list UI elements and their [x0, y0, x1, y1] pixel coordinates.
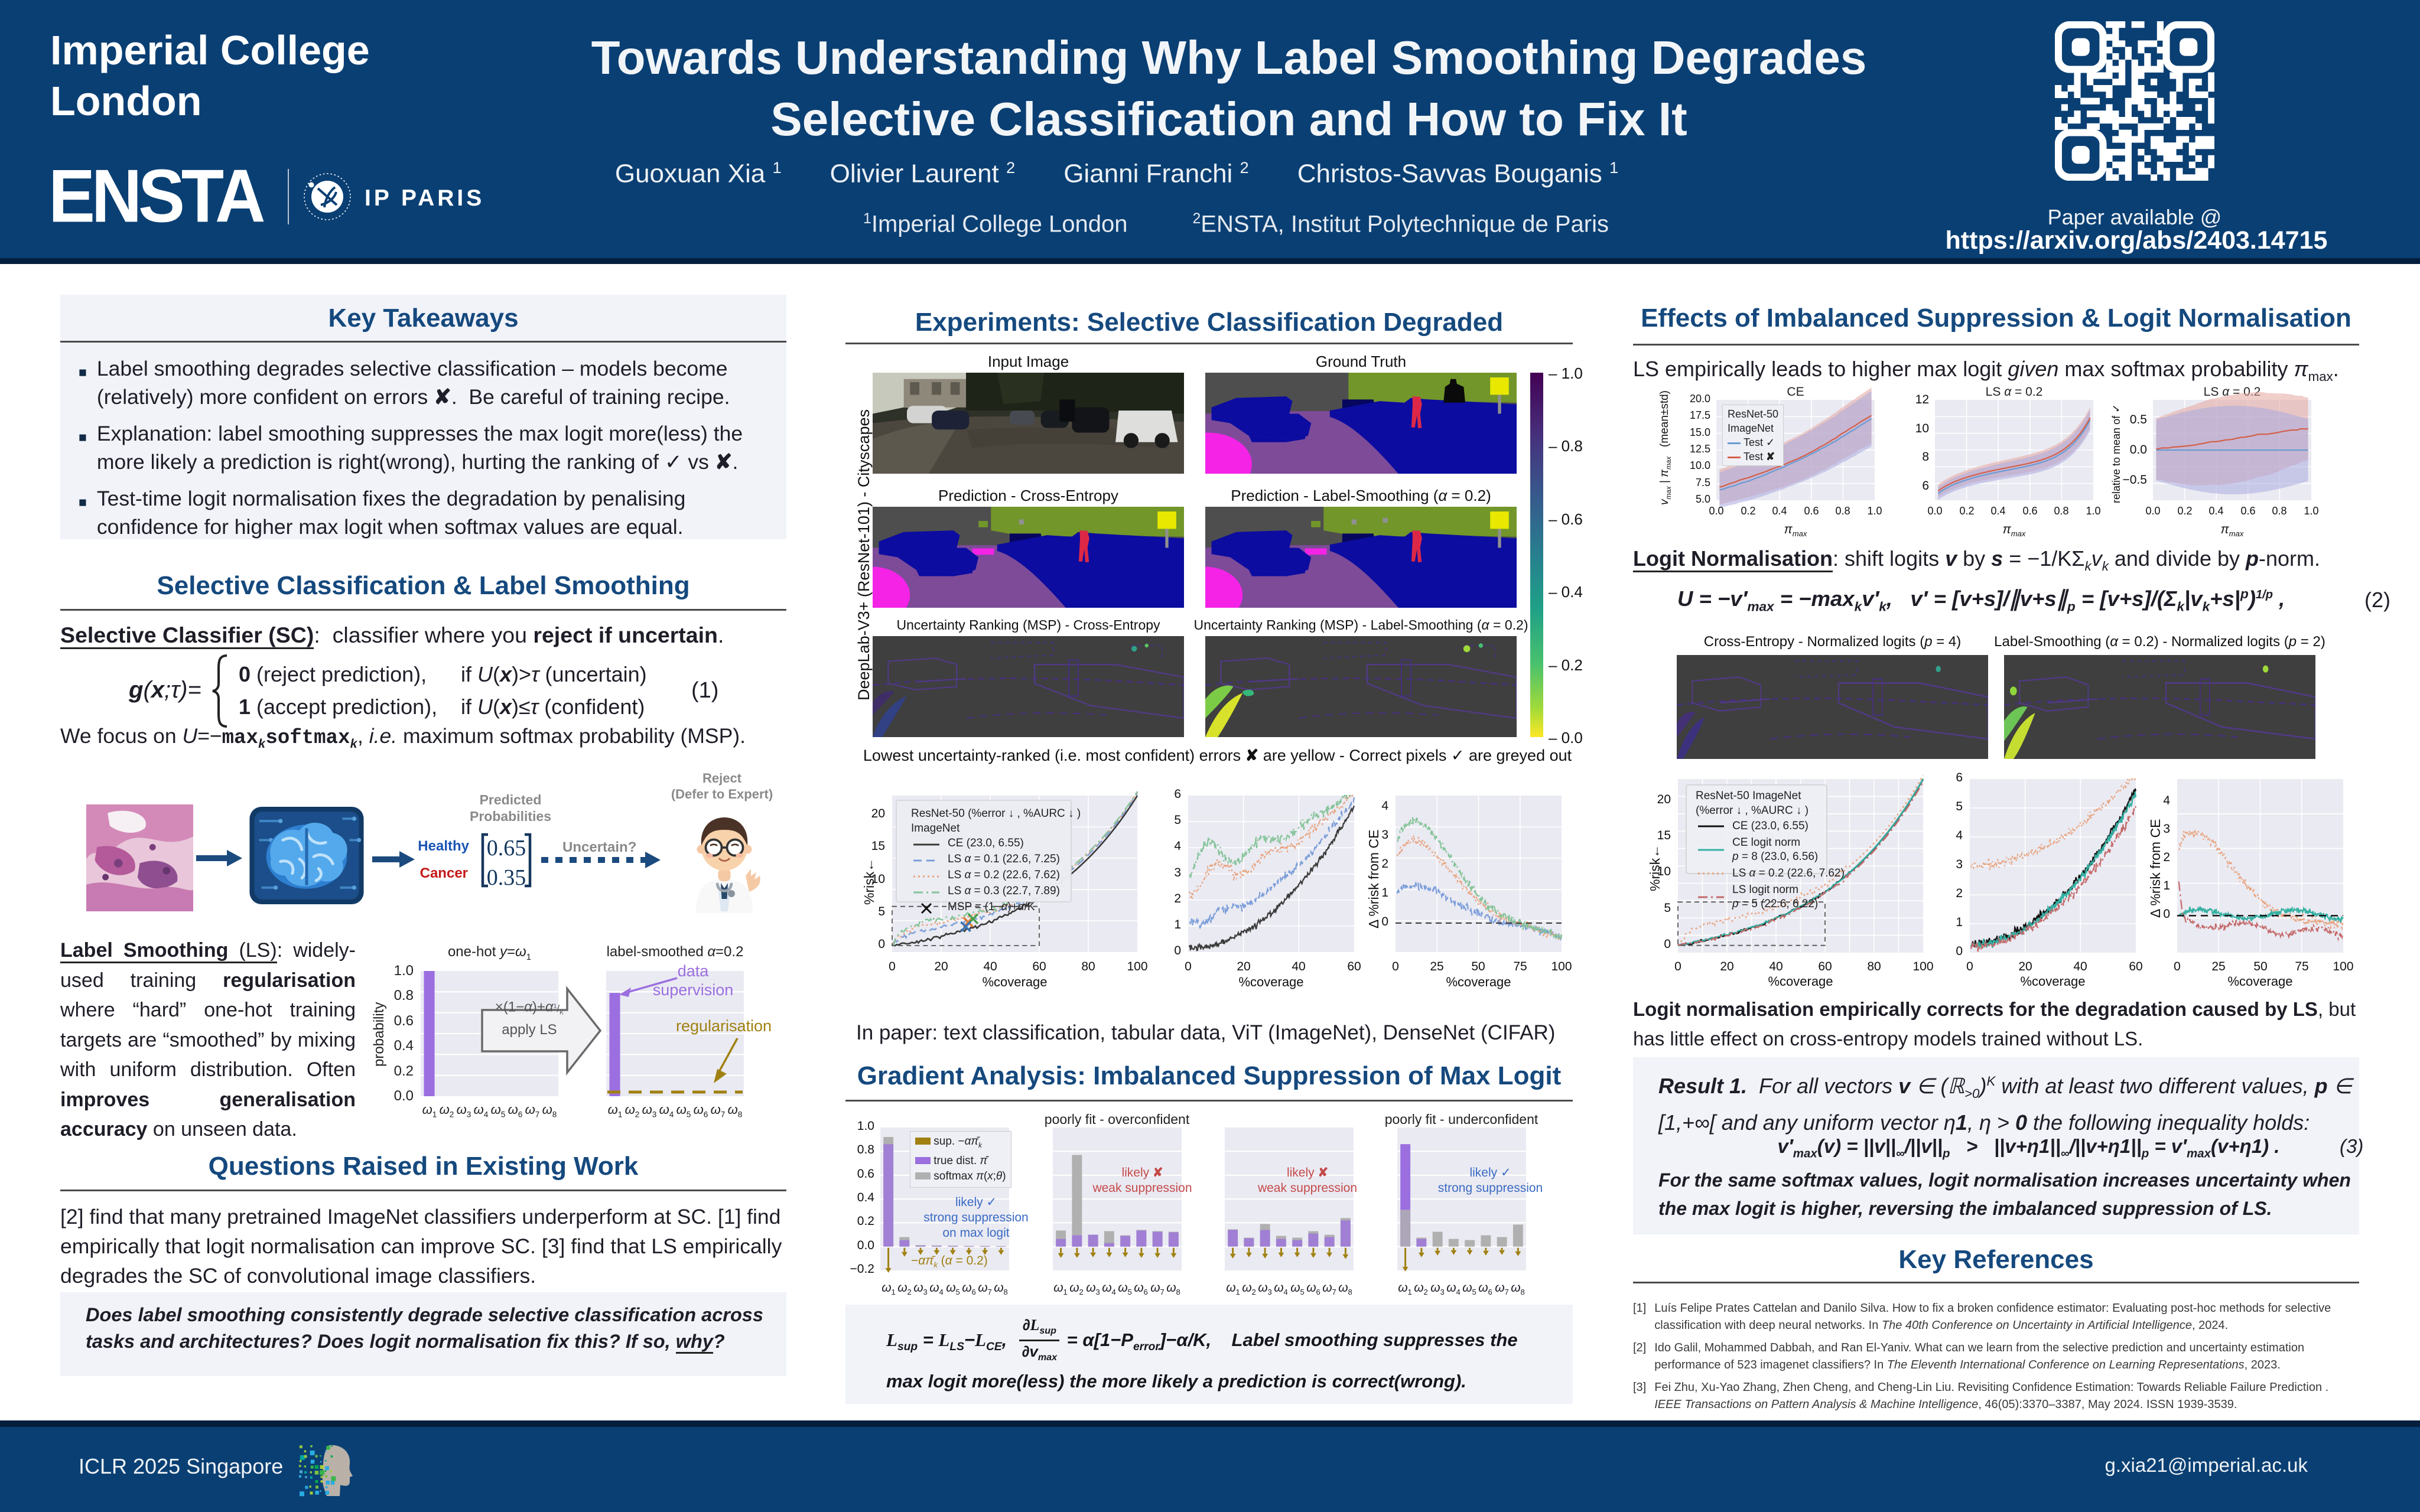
svg-text:0.35: 0.35	[487, 865, 526, 888]
svg-text:0.65: 0.65	[487, 836, 526, 861]
